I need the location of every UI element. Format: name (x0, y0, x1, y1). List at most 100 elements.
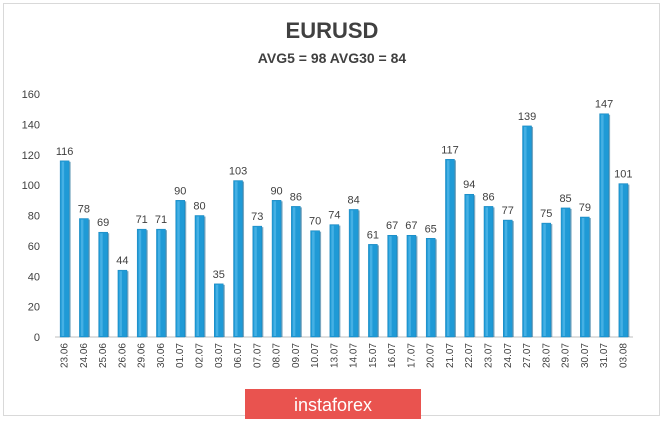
x-tick-label: 23.06 (60, 343, 71, 368)
bar-highlight (273, 201, 277, 336)
data-label: 90 (174, 185, 186, 197)
bar-highlight (466, 195, 469, 336)
bar-highlight (350, 210, 354, 336)
bar (252, 225, 264, 338)
bar (291, 206, 302, 338)
data-label: 67 (405, 220, 417, 232)
bar-highlight (524, 126, 527, 336)
bar-face (291, 206, 301, 338)
chart-frame (3, 3, 660, 416)
x-tick-label: 31.07 (599, 343, 610, 368)
bar-face (580, 216, 590, 338)
x-tick-label: 02.07 (195, 343, 206, 368)
bar-face (214, 283, 224, 338)
bar-highlight (485, 207, 488, 336)
data-label: 94 (463, 179, 475, 191)
bar-highlight (177, 201, 180, 336)
data-label: 86 (290, 191, 302, 203)
bar (560, 207, 572, 338)
x-tick-label: 29.07 (561, 343, 572, 368)
bar-face (445, 159, 455, 338)
watermark-background (245, 389, 421, 419)
bar (425, 238, 437, 338)
watermark-text: instaforex (294, 395, 372, 415)
data-label: 147 (595, 99, 613, 111)
x-tick-label: 25.06 (98, 343, 109, 368)
data-label: 117 (441, 144, 459, 156)
bar (271, 200, 283, 338)
bar (368, 244, 379, 338)
data-label: 80 (193, 201, 205, 213)
y-tick-label: 160 (22, 89, 40, 101)
bar (59, 160, 71, 338)
data-label: 78 (78, 204, 90, 216)
x-tick-label: 14.07 (349, 343, 360, 368)
bar (194, 215, 206, 338)
data-label: 74 (328, 210, 340, 222)
bar (348, 209, 360, 338)
bar (233, 180, 245, 338)
bar-highlight (331, 225, 334, 336)
bar (406, 234, 418, 338)
bar-highlight (292, 207, 296, 336)
bar (483, 206, 495, 338)
bar-highlight (80, 219, 84, 336)
bar-face (348, 209, 359, 338)
bar-face (310, 230, 320, 338)
bar-highlight (369, 245, 373, 336)
bar-highlight (601, 114, 604, 337)
bar-highlight (157, 230, 161, 336)
data-label: 71 (136, 214, 148, 226)
bar (580, 216, 591, 338)
bar (329, 224, 341, 338)
bar-highlight (138, 230, 142, 336)
bar-face (503, 219, 513, 338)
bar-highlight (312, 231, 315, 336)
x-tick-label: 08.07 (272, 343, 283, 368)
data-label: 86 (482, 191, 494, 203)
bar-face (541, 222, 552, 338)
bar-face (560, 207, 571, 338)
bar (599, 113, 611, 338)
x-axis-ticks: 23.06 24.06 25.06 26.06 29.06 30.06 01.07 02.07… (60, 343, 630, 368)
bar (214, 283, 225, 338)
bar-highlight (620, 184, 623, 336)
data-label: 35 (213, 269, 225, 281)
data-label: 90 (270, 185, 282, 197)
data-label: 139 (518, 111, 536, 123)
data-label: 103 (229, 166, 247, 178)
bar-highlight (389, 236, 392, 336)
x-tick-label: 26.06 (117, 343, 128, 368)
bar-face (98, 231, 108, 338)
y-tick-label: 80 (28, 211, 40, 223)
bar-face (233, 180, 243, 338)
bar-highlight (100, 233, 103, 336)
bar-face (618, 183, 629, 338)
data-label: 116 (56, 146, 74, 158)
data-label: 101 (614, 169, 632, 181)
data-label: 65 (425, 223, 437, 235)
x-tick-label: 15.07 (368, 343, 379, 368)
bar (464, 193, 476, 338)
bar-highlight (543, 224, 546, 336)
bar (175, 200, 187, 338)
bar-face (368, 244, 378, 338)
bar-face (136, 228, 147, 338)
data-label: 73 (251, 211, 263, 223)
bar (136, 228, 148, 338)
x-tick-label: 06.07 (233, 343, 244, 368)
bar-highlight (504, 221, 508, 336)
x-tick-label: 09.07 (291, 343, 302, 368)
x-tick-label: 03.07 (214, 343, 225, 368)
bar (503, 219, 514, 338)
x-tick-label: 07.07 (252, 343, 263, 368)
bar-face (483, 206, 494, 338)
bar-face (425, 238, 436, 338)
data-label: 61 (367, 229, 379, 241)
bar-highlight (196, 216, 199, 336)
x-tick-label: 23.07 (484, 343, 495, 368)
y-tick-label: 140 (22, 119, 40, 131)
bar-face (117, 269, 128, 338)
bar-face (156, 228, 166, 338)
